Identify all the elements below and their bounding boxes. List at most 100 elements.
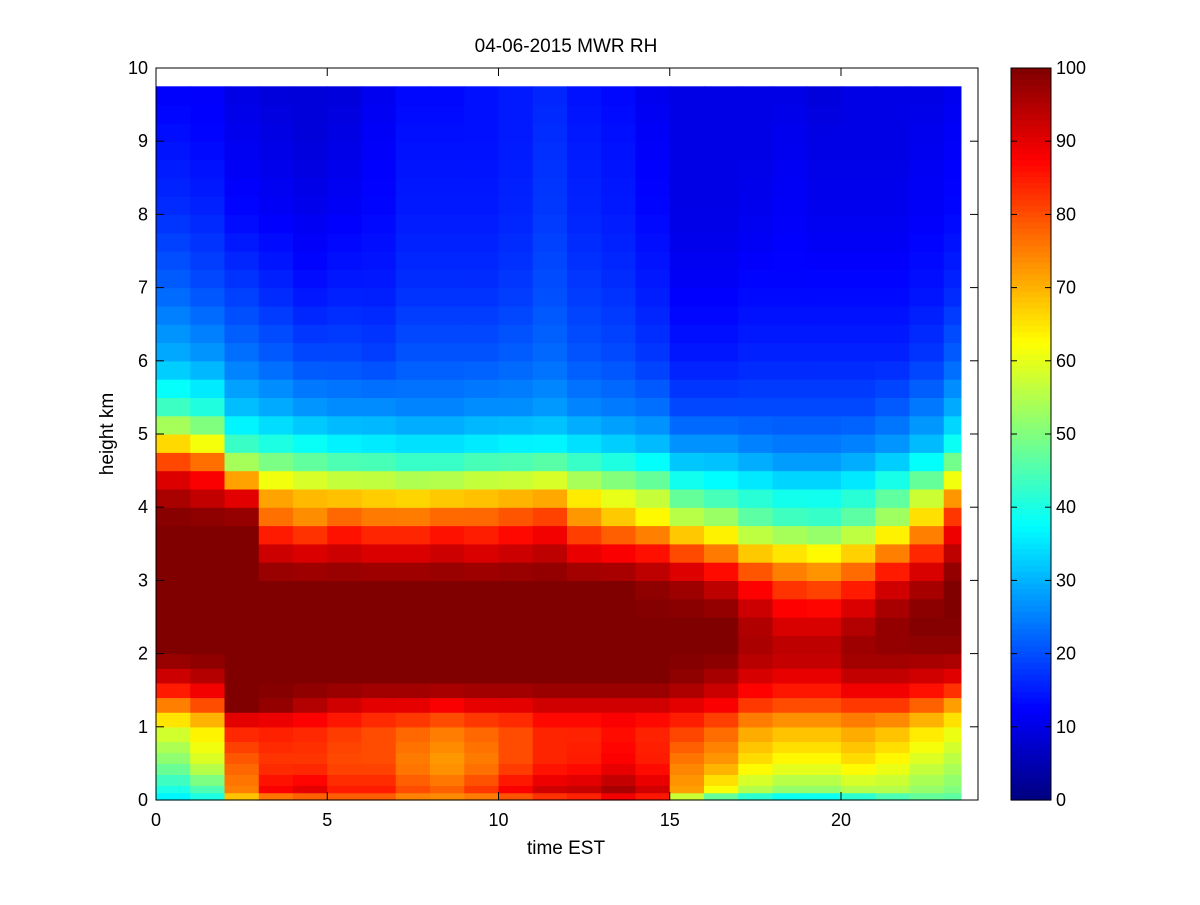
- heatmap-cell: [909, 792, 945, 801]
- heatmap-cell: [943, 488, 962, 508]
- heatmap-cell: [875, 763, 911, 775]
- heatmap-cell: [224, 668, 260, 684]
- heatmap-cell: [464, 774, 500, 786]
- heatmap-cell: [635, 177, 671, 197]
- colorbar-tick-label: 50: [1056, 424, 1076, 444]
- heatmap-cell: [327, 617, 363, 636]
- heatmap-cell: [567, 86, 602, 106]
- heatmap-cell: [669, 763, 705, 775]
- heatmap-cell: [567, 635, 602, 655]
- heatmap-cell: [943, 598, 962, 618]
- heatmap-cell: [875, 305, 911, 325]
- heatmap-cell: [464, 653, 500, 669]
- heatmap-cell: [258, 774, 294, 786]
- heatmap-cell: [567, 785, 602, 794]
- heatmap-cell: [327, 196, 363, 215]
- heatmap-cell: [190, 488, 226, 508]
- heatmap-cell: [498, 488, 534, 508]
- heatmap-cell: [190, 774, 226, 786]
- heatmap-cell: [806, 752, 842, 764]
- colorbar-segment: [1011, 142, 1051, 149]
- heatmap-cell: [190, 196, 226, 215]
- heatmap-cell: [943, 232, 962, 252]
- colorbar-segment: [1011, 376, 1051, 384]
- heatmap-cell: [635, 305, 671, 325]
- heatmap-cell: [190, 141, 226, 161]
- heatmap-cell: [909, 287, 945, 307]
- heatmap-cell: [806, 763, 842, 775]
- heatmap-cell: [464, 452, 500, 472]
- heatmap-cell: [361, 269, 397, 289]
- heatmap-cell: [464, 159, 500, 179]
- heatmap-cell: [293, 525, 328, 545]
- heatmap-cell: [669, 305, 705, 325]
- heatmap-cell: [190, 324, 226, 344]
- heatmap-cell: [293, 617, 328, 636]
- heatmap-cell: [395, 741, 431, 754]
- heatmap-cell: [738, 785, 774, 794]
- heatmap-cell: [430, 196, 465, 215]
- heatmap-cell: [190, 232, 226, 252]
- heatmap-cell: [841, 682, 876, 699]
- heatmap-cell: [669, 415, 705, 435]
- heatmap-cell: [943, 525, 962, 545]
- y-tick-label: 3: [138, 570, 148, 590]
- heatmap-cell: [943, 763, 962, 775]
- heatmap-cell: [772, 785, 808, 794]
- heatmap-cell: [430, 434, 465, 453]
- heatmap-cell: [361, 379, 397, 398]
- colorbar-segment: [1011, 536, 1051, 544]
- heatmap-cell: [395, 785, 431, 794]
- heatmap-cell: [738, 434, 774, 453]
- heatmap-cell: [224, 122, 260, 142]
- heatmap-cell: [361, 251, 397, 270]
- colorbar-segment: [1011, 525, 1051, 532]
- heatmap-cell: [395, 774, 431, 786]
- heatmap-cell: [738, 668, 774, 684]
- heatmap-cell: [395, 159, 431, 179]
- heatmap-cell: [361, 525, 397, 545]
- heatmap-cell: [464, 232, 500, 252]
- heatmap-cell: [327, 104, 363, 124]
- heatmap-cell: [909, 488, 945, 508]
- heatmap-cell: [224, 488, 260, 508]
- heatmap-cell: [601, 434, 637, 453]
- heatmap-cell: [430, 598, 465, 618]
- heatmap-cell: [909, 580, 945, 600]
- heatmap-cell: [841, 617, 876, 636]
- heatmap-cell: [601, 668, 637, 684]
- heatmap-cell: [943, 86, 962, 106]
- colorbar-tick-label: 90: [1056, 131, 1076, 151]
- heatmap-cell: [635, 415, 671, 435]
- heatmap-cell: [395, 324, 431, 344]
- heatmap-cell: [841, 774, 876, 786]
- heatmap-cell: [841, 580, 876, 600]
- heatmap-cell: [361, 682, 397, 699]
- heatmap-cell: [293, 726, 328, 743]
- heatmap-cell: [224, 397, 260, 417]
- colorbar-strip: [1011, 68, 1051, 801]
- x-tick-label: 0: [151, 810, 161, 830]
- heatmap-cell: [258, 763, 294, 775]
- colorbar-segment: [1011, 514, 1051, 521]
- colorbar-segment: [1011, 679, 1051, 687]
- heatmap-cell: [943, 785, 962, 794]
- heatmap-cell: [601, 379, 637, 398]
- heatmap-cell: [293, 269, 328, 289]
- heatmap-cell: [875, 543, 911, 563]
- heatmap-cell: [532, 470, 568, 490]
- heatmap-cell: [361, 305, 397, 325]
- heatmap-cell: [704, 324, 739, 344]
- colorbar-segment: [1011, 725, 1051, 732]
- heatmap-cell: [943, 562, 962, 581]
- colorbar-segment: [1011, 159, 1051, 166]
- heatmap-cell: [190, 617, 226, 636]
- colorbar-segment: [1011, 645, 1051, 652]
- heatmap-cell: [430, 104, 465, 124]
- heatmap-cell: [395, 470, 431, 490]
- heatmap-cell: [190, 342, 226, 362]
- heatmap-cell: [635, 379, 671, 398]
- heatmap-cell: [464, 712, 500, 728]
- heatmap-cell: [669, 360, 705, 380]
- colorbar-segment: [1011, 708, 1051, 715]
